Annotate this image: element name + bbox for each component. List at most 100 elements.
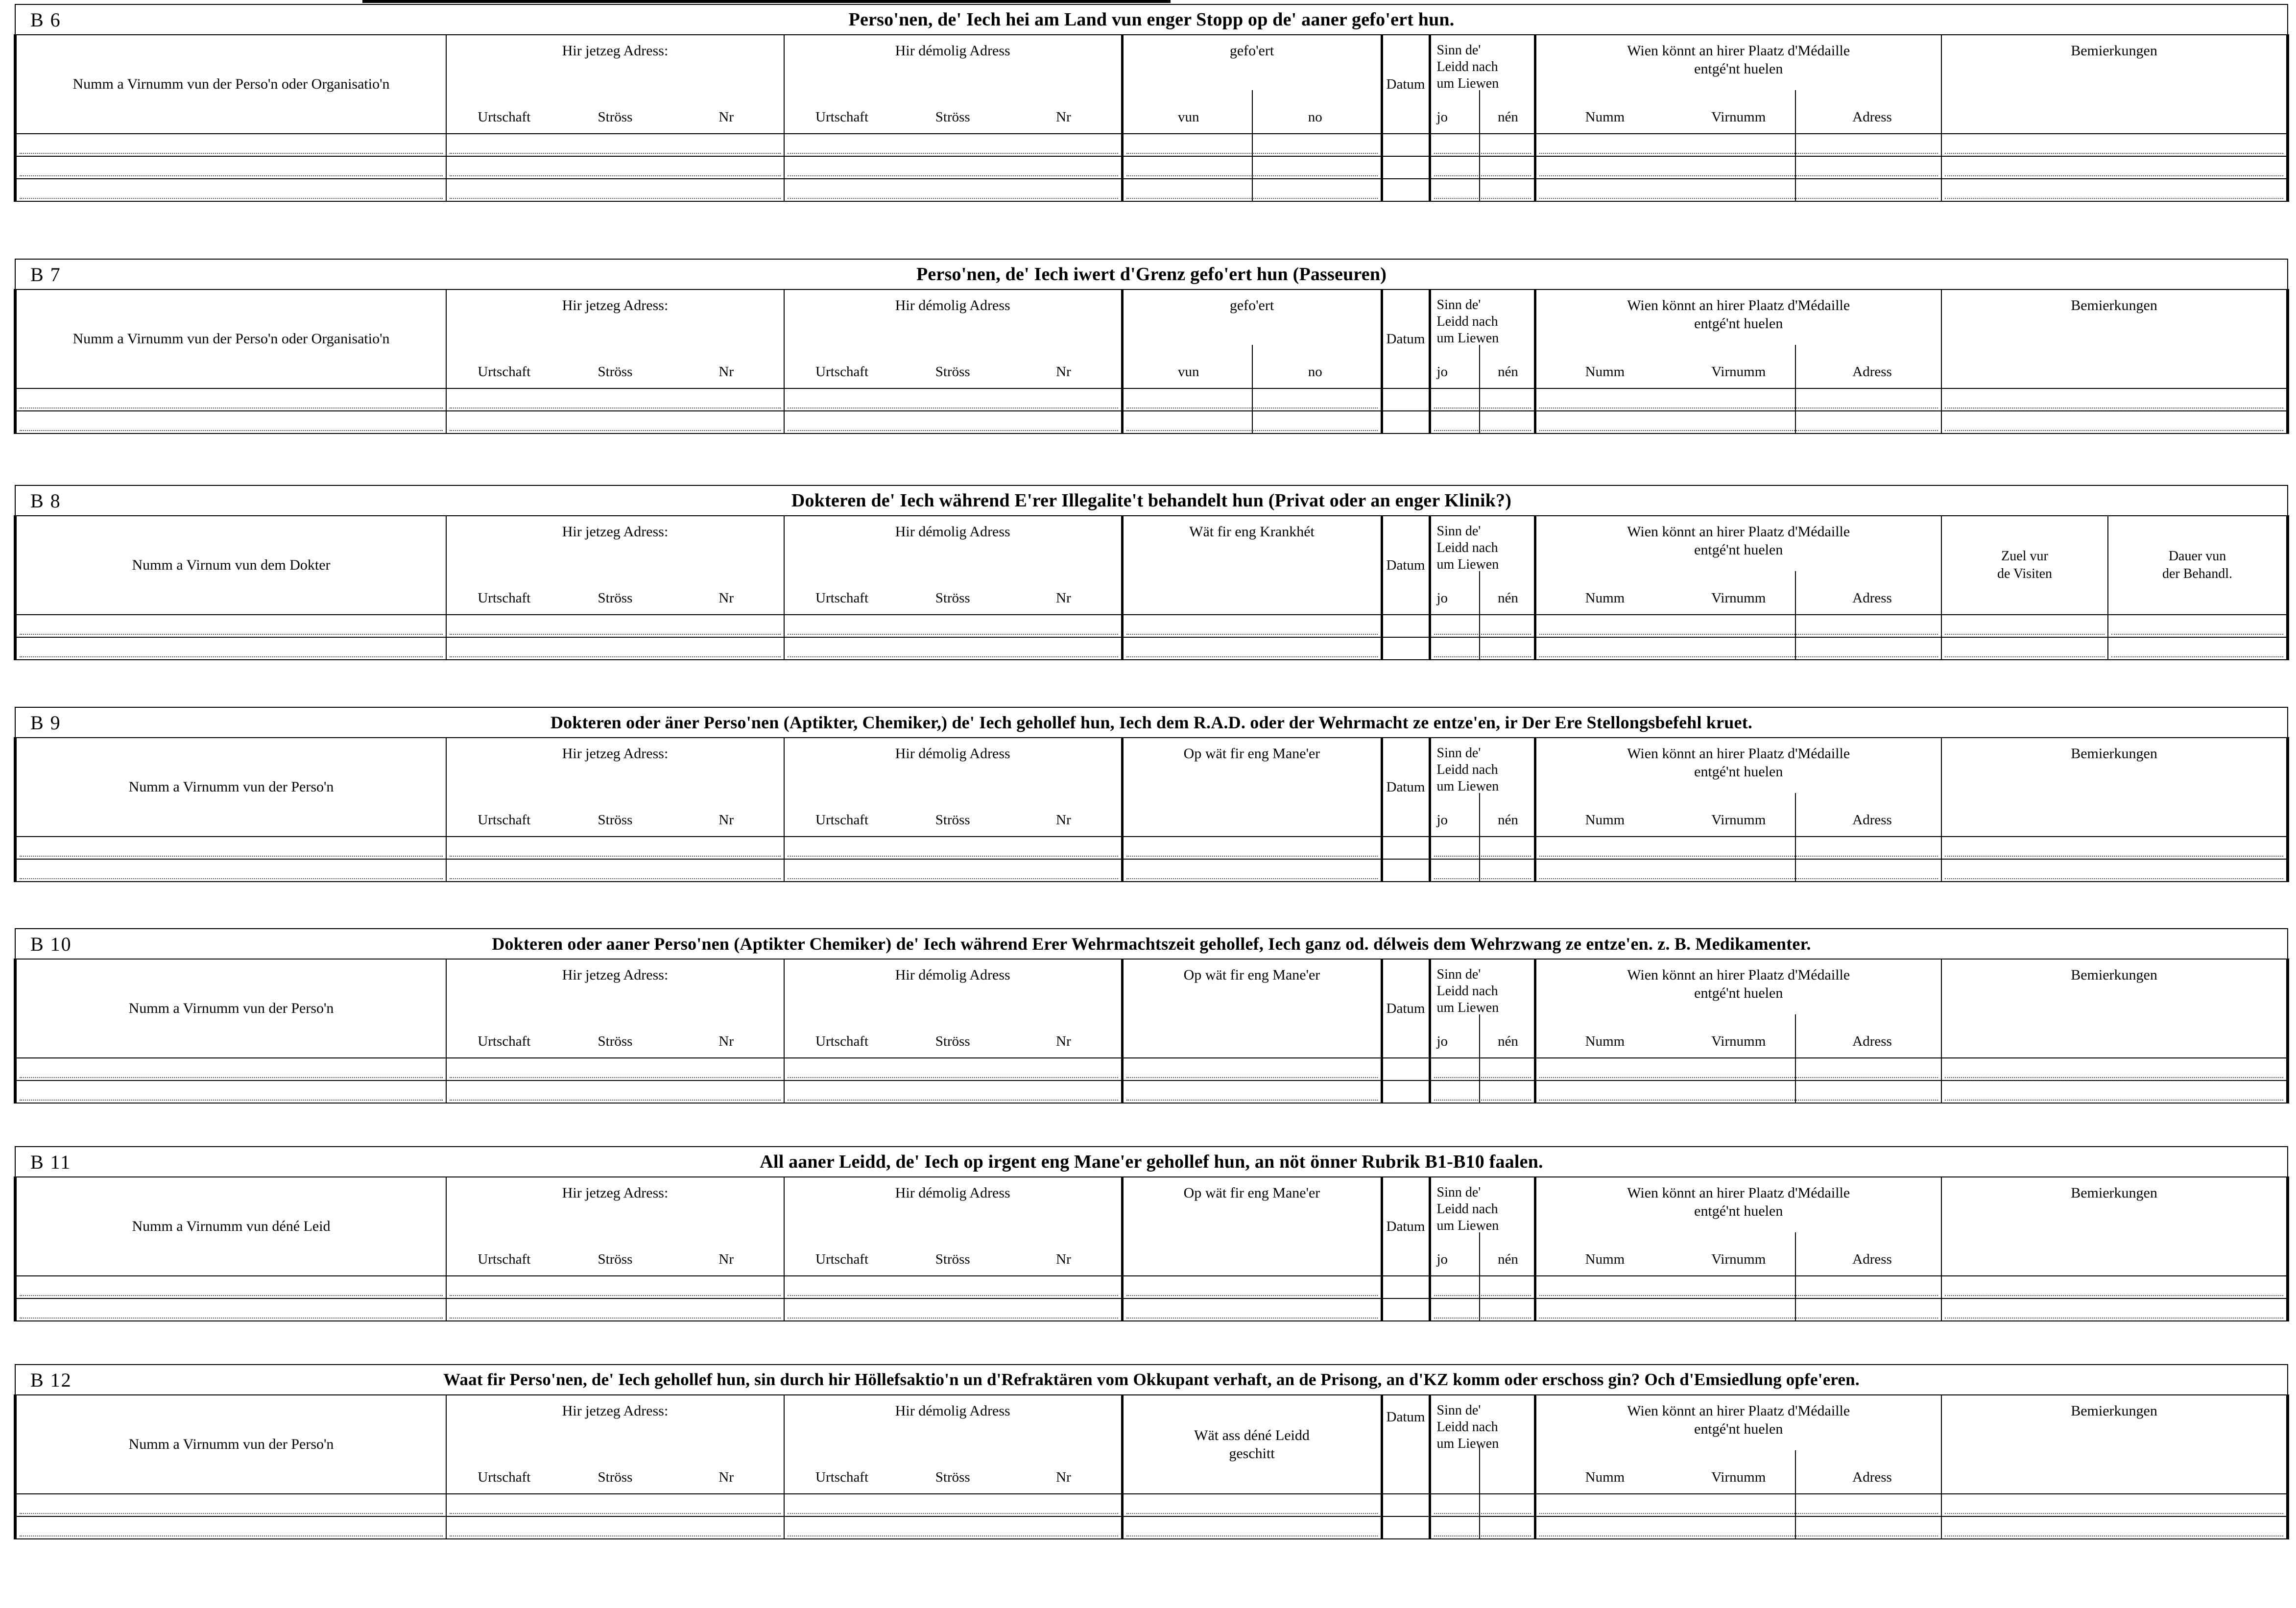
bemierkungen-label: Bemierkungen <box>2071 297 2157 313</box>
sub-stross: Ströss <box>598 109 633 125</box>
section-title-row-b12: B 12 Waat fir Perso'nen, de' Iech geholl… <box>14 1364 2289 1395</box>
sub-stross: Ströss <box>598 364 633 380</box>
section-title-row-b11: B 11 All aaner Leidd, de' Iech op irgent… <box>14 1146 2289 1177</box>
sinn-line2: Leidd nach <box>1436 59 1498 75</box>
col-datum: Datum <box>1381 289 1431 389</box>
col-address-former: Hir démolig Adress Urtschaft Ströss Nr <box>784 1176 1123 1276</box>
datum-label: Datum <box>1386 1218 1425 1234</box>
sub-urtschaft: Urtschaft <box>478 1469 531 1485</box>
data-row <box>14 859 2290 882</box>
sinn-nen: nén <box>1498 812 1518 828</box>
section-title: Perso'nen, de' Iech iwert d'Grenz gefo'e… <box>916 264 1387 285</box>
address-former-label: Hir démolig Adress <box>895 524 1010 540</box>
col-address-former: Hir démolig Adress Urtschaft Ströss Nr <box>784 34 1123 134</box>
address-former-label: Hir démolig Adress <box>895 43 1010 59</box>
col-sinn-leidd: Sinn de' Leidd nach um Liewen jo nén <box>1429 289 1535 389</box>
sinn-jo: jo <box>1436 109 1448 125</box>
data-row <box>14 156 2290 179</box>
sinn-line3: um Liewen <box>1436 779 1499 794</box>
col-name-header: Numm a Virnumm vun der Perso'n <box>14 737 447 837</box>
section-title: Dokteren oder aaner Perso'nen (Aptikter … <box>492 934 1811 954</box>
col-datum: Datum <box>1381 959 1431 1058</box>
bemierkungen-label: Bemierkungen <box>2071 745 2157 762</box>
col-medal: Wien könnt an hirer Plaatz d'Médaille en… <box>1533 34 1942 134</box>
sub-stross: Ströss <box>935 109 970 125</box>
sub-urtschaft: Urtschaft <box>815 1033 869 1049</box>
data-row <box>14 637 2290 660</box>
sub-urtschaft: Urtschaft <box>478 1033 531 1049</box>
data-row <box>14 388 2290 411</box>
col-address-now: Hir jetzeg Adress: Urtschaft Ströss Nr <box>446 515 785 615</box>
sub-urtschaft: Urtschaft <box>478 109 531 125</box>
table-b11: B 11 All aaner Leidd, de' Iech op irgent… <box>14 1146 2290 1321</box>
col-name-label: Numm a Virnumm vun der Perso'n <box>128 1436 334 1453</box>
krankhet-label: Wät fir eng Krankhét <box>1189 524 1315 540</box>
sinn-line1: Sinn de' <box>1436 1403 1481 1418</box>
medal-line1: Wien könnt an hirer Plaatz d'Médaille <box>1627 297 1850 313</box>
bemierkungen-label: Bemierkungen <box>2071 1403 2157 1419</box>
sinn-nen: nén <box>1498 590 1518 606</box>
col-name-label: Numm a Virnumm vun déné Leid <box>132 1218 331 1235</box>
col-manier: Op wät fir eng Mane'er <box>1121 959 1383 1058</box>
address-now-label: Hir jetzeg Adress: <box>562 745 669 762</box>
medal-line2: entgé'nt huelen <box>1694 60 1783 77</box>
gefoert-label: gefo'ert <box>1229 43 1274 59</box>
gefoert-label: gefo'ert <box>1229 297 1274 313</box>
address-former-label: Hir démolig Adress <box>895 297 1010 313</box>
section-code: B 10 <box>30 933 72 955</box>
sinn-line3: um Liewen <box>1436 76 1499 92</box>
sinn-jo: jo <box>1436 812 1448 828</box>
datum-label: Datum <box>1386 331 1425 347</box>
sub-urtschaft: Urtschaft <box>815 1251 869 1267</box>
zuel-line2: de Visiten <box>1997 566 2053 581</box>
sinn-line3: um Liewen <box>1436 1218 1499 1234</box>
col-name-label: Numm a Virnumm vun der Perso'n oder Orga… <box>72 331 390 347</box>
col-bemierkungen: Bemierkungen <box>1940 737 2290 837</box>
medal-adress: Adress <box>1852 1033 1892 1049</box>
data-row <box>14 1516 2290 1539</box>
datum-label: Datum <box>1386 557 1425 573</box>
col-bemierkungen: Bemierkungen <box>1940 289 2290 389</box>
header-row-b6: Numm a Virnumm vun der Perso'n oder Orga… <box>14 34 2290 134</box>
sub-stross: Ströss <box>935 1251 970 1267</box>
col-gefoert: gefo'ert vun no <box>1121 289 1383 389</box>
section-title-cell: B 11 All aaner Leidd, de' Iech op irgent… <box>14 1146 2289 1177</box>
sub-nr: Nr <box>1056 1469 1071 1485</box>
medal-numm: Numm <box>1585 1033 1625 1049</box>
medal-line2: entgé'nt huelen <box>1694 1202 1783 1219</box>
col-datum: Datum <box>1381 1176 1431 1276</box>
col-medal: Wien könnt an hirer Plaatz d'Médaille en… <box>1533 959 1942 1058</box>
col-address-former: Hir démolig Adress Urtschaft Ströss Nr <box>784 1394 1123 1494</box>
datum-label: Datum <box>1386 779 1425 795</box>
medal-virnumm: Virnumm <box>1711 1469 1766 1485</box>
sub-nr: Nr <box>1056 364 1071 380</box>
medal-virnumm: Virnumm <box>1711 1033 1766 1049</box>
sub-nr: Nr <box>1056 812 1071 828</box>
col-name-header: Numm a Virnumm vun der Perso'n <box>14 959 447 1058</box>
address-former-label: Hir démolig Adress <box>895 1185 1010 1201</box>
medal-numm: Numm <box>1585 109 1625 125</box>
sinn-line3: um Liewen <box>1436 1436 1499 1452</box>
gefoert-no: no <box>1308 364 1322 380</box>
address-now-label: Hir jetzeg Adress: <box>562 524 669 540</box>
sub-urtschaft: Urtschaft <box>815 364 869 380</box>
medal-virnumm: Virnumm <box>1711 812 1766 828</box>
medal-line1: Wien könnt an hirer Plaatz d'Médaille <box>1627 745 1850 762</box>
sinn-line2: Leidd nach <box>1436 1201 1498 1217</box>
header-row-b9: Numm a Virnumm vun der Perso'n Hir jetze… <box>14 737 2290 837</box>
medal-line1: Wien könnt an hirer Plaatz d'Médaille <box>1627 43 1850 59</box>
sub-nr: Nr <box>718 109 734 125</box>
data-row <box>14 133 2290 157</box>
sinn-line2: Leidd nach <box>1436 314 1498 330</box>
geschitt-line2: geschitt <box>1229 1445 1275 1462</box>
section-title: All aaner Leidd, de' Iech op irgent eng … <box>760 1152 1543 1172</box>
manier-label: Op wät fir eng Mane'er <box>1183 745 1320 762</box>
sub-stross: Ströss <box>935 590 970 606</box>
col-sinn-leidd: Sinn de' Leidd nach um Liewen jo nén <box>1429 515 1535 615</box>
sub-nr: Nr <box>718 1033 734 1049</box>
sinn-jo: jo <box>1436 1251 1448 1267</box>
col-name-header: Numm a Virnumm vun der Perso'n <box>14 1394 447 1494</box>
col-sinn-leidd: Sinn de' Leidd nach um Liewen <box>1429 1394 1535 1494</box>
section-title-cell: B 8 Dokteren de' Iech während E'rer Ille… <box>14 485 2289 516</box>
